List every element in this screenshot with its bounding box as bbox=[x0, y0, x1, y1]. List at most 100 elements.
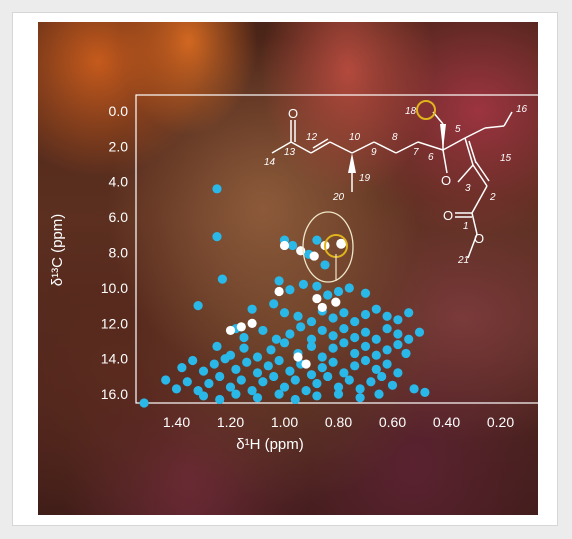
data-point bbox=[177, 362, 187, 373]
molecule-structure bbox=[271, 100, 513, 259]
data-point-highlighted bbox=[331, 297, 341, 307]
atom-ring-oxygen: O bbox=[441, 173, 451, 188]
data-point bbox=[339, 308, 349, 318]
highlighted-point bbox=[336, 238, 347, 249]
data-point bbox=[339, 368, 349, 378]
data-point bbox=[258, 325, 268, 336]
data-point bbox=[288, 240, 298, 251]
atom-ketone-oxygen: O bbox=[288, 106, 298, 121]
atom-ester-carbonyl-oxygen: O bbox=[443, 208, 453, 223]
data-point bbox=[279, 382, 290, 392]
data-point bbox=[312, 378, 322, 389]
x-tick-label: 1.40 bbox=[163, 414, 190, 430]
carbon-number-6: 6 bbox=[428, 152, 434, 163]
y-tick-label: 10.0 bbox=[101, 280, 128, 296]
data-point bbox=[182, 377, 192, 387]
data-point bbox=[350, 348, 360, 359]
data-point bbox=[139, 398, 149, 408]
data-point bbox=[355, 393, 365, 403]
data-point bbox=[279, 308, 290, 318]
carbon-number-8: 8 bbox=[392, 132, 398, 143]
data-point bbox=[298, 279, 308, 290]
data-point bbox=[317, 362, 327, 373]
x-tick-label: 1.20 bbox=[217, 414, 244, 430]
data-point-highlighted bbox=[279, 240, 290, 251]
data-point bbox=[414, 327, 425, 337]
data-point bbox=[198, 391, 209, 401]
bond-4-15 bbox=[464, 127, 486, 139]
molecule-numbering: 1 2 3 5 6 7 8 9 10 12 13 14 15 16 18 19 … bbox=[264, 104, 528, 266]
data-point bbox=[393, 339, 403, 350]
data-point-highlighted bbox=[247, 318, 257, 328]
data-point bbox=[274, 355, 284, 366]
data-point bbox=[263, 361, 273, 371]
carbon-number-1: 1 bbox=[463, 221, 469, 232]
data-point bbox=[290, 375, 300, 385]
data-point bbox=[274, 276, 284, 286]
bond-9-8 bbox=[373, 141, 397, 154]
y-tick-label: 12.0 bbox=[101, 315, 128, 331]
y-axis-label: δ¹³C (ppm) bbox=[49, 214, 66, 287]
data-point-highlighted bbox=[293, 352, 303, 362]
data-point bbox=[242, 357, 252, 367]
data-point bbox=[333, 286, 344, 297]
data-point bbox=[266, 345, 276, 355]
sponge-photo-background bbox=[38, 22, 538, 515]
bond-8-7 bbox=[395, 141, 419, 154]
data-point bbox=[371, 350, 381, 360]
bond-13-12 bbox=[290, 141, 312, 154]
data-point bbox=[258, 377, 268, 387]
x-tick-label: 0.80 bbox=[325, 414, 352, 430]
data-point bbox=[360, 288, 371, 298]
data-point bbox=[382, 345, 392, 355]
y-tick-label: 8.0 bbox=[109, 245, 129, 261]
data-point bbox=[360, 355, 371, 366]
data-point bbox=[350, 361, 360, 371]
bond-7-6 bbox=[417, 141, 444, 151]
data-point bbox=[323, 290, 333, 300]
carbon-number-19: 19 bbox=[359, 173, 371, 184]
bond-11-10 bbox=[329, 141, 353, 154]
carbon-number-10: 10 bbox=[349, 132, 361, 143]
data-point bbox=[198, 366, 209, 376]
carbon-number-16: 16 bbox=[516, 104, 528, 115]
x-tick-labels: 1.40 1.20 1.00 0.80 0.60 0.40 0.20 bbox=[163, 414, 514, 430]
data-point bbox=[350, 332, 360, 343]
data-point-highlighted bbox=[317, 302, 327, 313]
data-point bbox=[377, 371, 387, 382]
data-point bbox=[366, 377, 376, 387]
molecule-atoms: O O O O bbox=[288, 106, 484, 246]
data-point bbox=[204, 378, 214, 389]
data-point-highlighted bbox=[274, 286, 284, 297]
data-point bbox=[301, 386, 311, 396]
data-point bbox=[239, 343, 249, 353]
bond-1-o bbox=[471, 212, 478, 235]
bond-4-3-a bbox=[464, 137, 474, 166]
data-point bbox=[393, 329, 403, 339]
data-point bbox=[404, 308, 414, 318]
carbon-number-2: 2 bbox=[489, 192, 496, 203]
data-point bbox=[306, 341, 317, 351]
carbon-number-20: 20 bbox=[332, 192, 345, 203]
y-tick-label: 14.0 bbox=[101, 351, 128, 367]
carbon-number-18: 18 bbox=[405, 106, 417, 117]
data-point bbox=[393, 315, 403, 325]
bond-12-11 bbox=[310, 141, 331, 154]
data-point bbox=[374, 389, 384, 399]
bond-14-13 bbox=[271, 141, 292, 154]
highlight-methyl-18 bbox=[416, 100, 436, 120]
data-point bbox=[350, 316, 360, 327]
data-point bbox=[225, 382, 236, 392]
data-point-highlighted bbox=[225, 325, 236, 336]
data-point bbox=[312, 235, 322, 245]
data-point bbox=[252, 368, 263, 378]
data-point bbox=[328, 313, 338, 323]
data-point bbox=[387, 380, 398, 390]
data-point bbox=[247, 386, 257, 396]
x-tick-label: 0.40 bbox=[433, 414, 460, 430]
data-point bbox=[161, 375, 171, 385]
data-point bbox=[317, 325, 327, 336]
data-point bbox=[209, 359, 219, 369]
data-point bbox=[285, 285, 295, 295]
y-tick-label: 6.0 bbox=[109, 209, 129, 225]
